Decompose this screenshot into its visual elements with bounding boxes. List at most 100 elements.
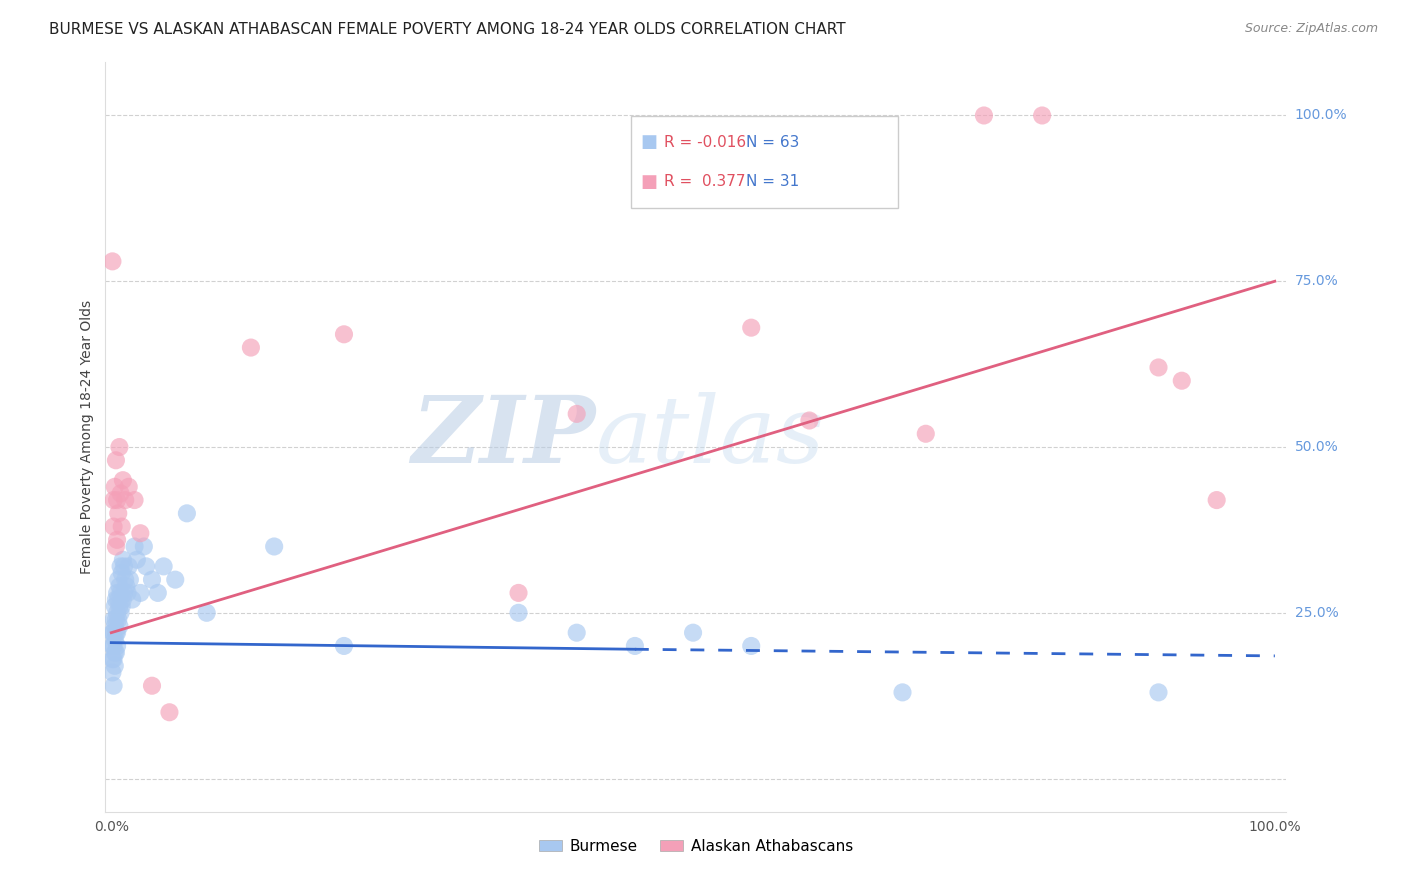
Point: [973, 108, 995, 122]
Point: [104, 619, 127, 633]
Text: 25.0%: 25.0%: [1295, 606, 1339, 620]
Point: [104, 599, 127, 614]
Text: 100.0%: 100.0%: [1295, 109, 1347, 122]
Point: [107, 573, 129, 587]
Point: [111, 599, 134, 614]
Point: [104, 540, 127, 554]
Point: [101, 254, 124, 268]
Point: [108, 440, 131, 454]
Point: [508, 586, 530, 600]
Y-axis label: Female Poverty Among 18-24 Year Olds: Female Poverty Among 18-24 Year Olds: [80, 300, 94, 574]
Point: [105, 606, 128, 620]
Point: [108, 619, 131, 633]
Text: ZIP: ZIP: [412, 392, 596, 482]
Point: [112, 559, 135, 574]
Point: [104, 632, 127, 647]
Point: [1171, 374, 1194, 388]
Point: [108, 599, 131, 614]
Point: [1147, 685, 1170, 699]
Point: [101, 665, 124, 680]
Point: [159, 705, 181, 719]
Point: [118, 559, 141, 574]
Point: [141, 679, 163, 693]
Point: [104, 646, 127, 660]
Point: [105, 639, 128, 653]
Point: [104, 658, 127, 673]
Point: [110, 559, 132, 574]
Point: [135, 559, 157, 574]
Point: [508, 606, 530, 620]
Point: [103, 519, 125, 533]
Point: [103, 493, 125, 508]
Point: [111, 473, 134, 487]
Point: [103, 679, 125, 693]
Point: [914, 426, 936, 441]
Text: N = 31: N = 31: [745, 174, 799, 189]
Point: [124, 540, 146, 554]
Point: [114, 493, 136, 508]
Point: [105, 533, 128, 547]
Point: [565, 407, 588, 421]
Point: [799, 413, 821, 427]
Point: [107, 592, 129, 607]
Point: [333, 327, 356, 342]
Point: [110, 486, 132, 500]
Point: [110, 606, 132, 620]
Point: [176, 506, 198, 520]
Point: [195, 606, 218, 620]
Point: [114, 573, 136, 587]
Legend: Burmese, Alaskan Athabascans: Burmese, Alaskan Athabascans: [533, 833, 859, 860]
Point: [624, 639, 647, 653]
Point: [103, 639, 125, 653]
Point: [104, 453, 127, 467]
Point: [263, 540, 285, 554]
Point: [118, 480, 141, 494]
Point: [1031, 108, 1053, 122]
Text: atlas: atlas: [596, 392, 825, 482]
Point: [125, 553, 148, 567]
Point: [239, 341, 262, 355]
Point: [165, 573, 187, 587]
Point: [121, 592, 143, 607]
Point: [1147, 360, 1170, 375]
Point: [152, 559, 174, 574]
Point: [103, 652, 125, 666]
Point: [107, 612, 129, 626]
Point: [110, 586, 132, 600]
Point: [118, 573, 141, 587]
Text: R = -0.016: R = -0.016: [665, 135, 747, 150]
Point: [132, 540, 155, 554]
Point: [565, 625, 588, 640]
Point: [1205, 493, 1227, 508]
Text: BURMESE VS ALASKAN ATHABASCAN FEMALE POVERTY AMONG 18-24 YEAR OLDS CORRELATION C: BURMESE VS ALASKAN ATHABASCAN FEMALE POV…: [49, 22, 846, 37]
Point: [111, 592, 134, 607]
Point: [115, 579, 138, 593]
Point: [105, 493, 128, 508]
Point: [101, 652, 124, 666]
Point: [141, 573, 163, 587]
Point: [111, 519, 134, 533]
Point: [107, 506, 129, 520]
Text: 75.0%: 75.0%: [1295, 274, 1339, 288]
Point: [108, 579, 131, 593]
Point: [740, 639, 762, 653]
Text: N = 63: N = 63: [745, 135, 799, 150]
Point: [104, 480, 127, 494]
Point: [103, 625, 125, 640]
Text: R =  0.377: R = 0.377: [665, 174, 745, 189]
Point: [333, 639, 356, 653]
Point: [105, 625, 128, 640]
Point: [105, 586, 128, 600]
Text: Source: ZipAtlas.com: Source: ZipAtlas.com: [1244, 22, 1378, 36]
Point: [682, 625, 704, 640]
Point: [101, 625, 124, 640]
Point: [117, 586, 139, 600]
Point: [101, 639, 124, 653]
Point: [111, 553, 134, 567]
Point: [112, 586, 135, 600]
Point: [103, 612, 125, 626]
Point: [129, 526, 152, 541]
Point: [146, 586, 169, 600]
Point: [104, 592, 127, 607]
Point: [740, 320, 762, 334]
